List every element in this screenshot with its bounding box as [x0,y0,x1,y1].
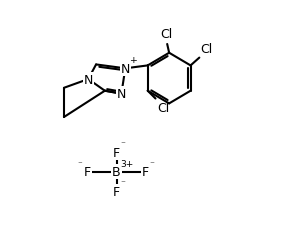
Text: Cl: Cl [200,43,213,55]
Text: N: N [84,73,93,86]
Text: N: N [117,88,126,101]
Text: B: B [112,165,121,178]
Text: Cl: Cl [157,102,170,115]
Text: F: F [84,165,91,178]
Text: F: F [142,165,149,178]
Text: N: N [121,62,130,76]
Text: ⁻: ⁻ [120,140,126,149]
Text: +: + [129,56,137,65]
Text: ⁻: ⁻ [150,160,155,168]
Text: ⁻: ⁻ [120,179,126,188]
Text: Cl: Cl [160,28,172,41]
Text: 3+: 3+ [120,160,133,168]
Text: ⁻: ⁻ [78,160,82,168]
Text: F: F [113,185,120,198]
Text: F: F [113,146,120,159]
